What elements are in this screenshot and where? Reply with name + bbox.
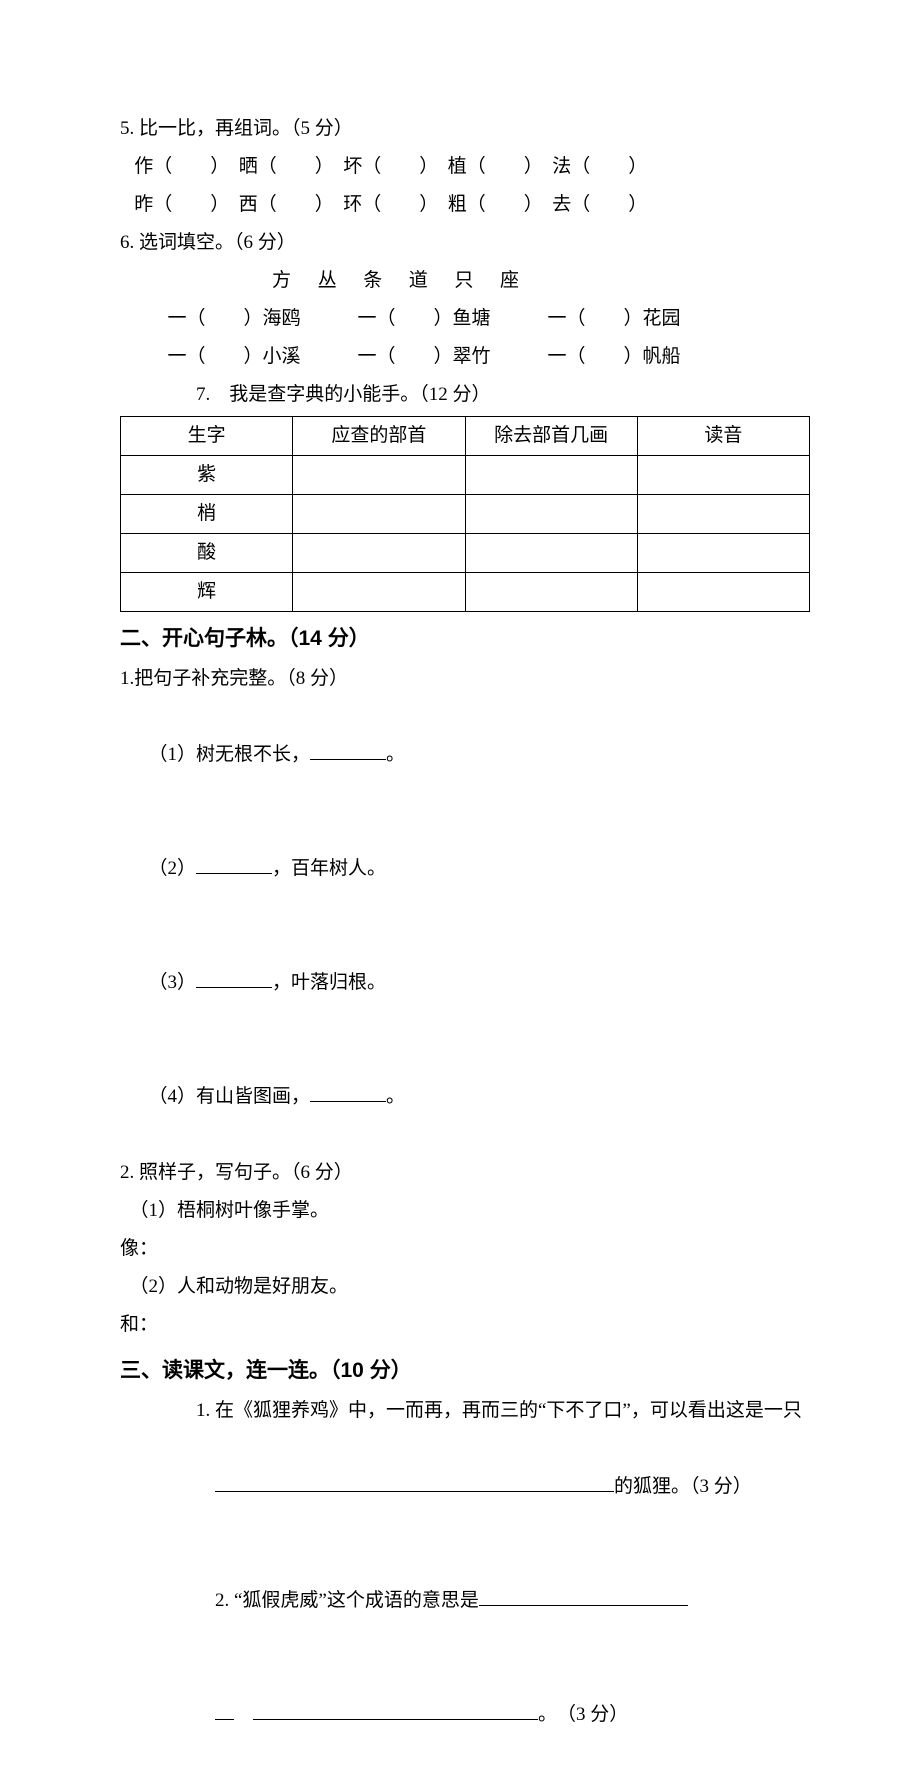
q5-title: 5. 比一比，再组词。（5 分） <box>120 110 810 148</box>
sec3-q2-b-post: 。 （3 分） <box>538 1704 628 1725</box>
cell-char: 酸 <box>121 534 293 573</box>
table-row: 酸 <box>121 534 810 573</box>
cell-blank <box>637 495 809 534</box>
sec3-q1-b: 的狐狸。（3 分） <box>120 1430 810 1544</box>
q6-wordbank: 方 丛 条 道 只 座 <box>120 262 810 300</box>
sec3-q2-a: 2. “狐假虎威”这个成语的意思是 <box>120 1544 810 1658</box>
cell-char: 梢 <box>121 495 293 534</box>
s1-pre: （1）树无根不长， <box>149 744 311 765</box>
cell-blank <box>293 534 465 573</box>
sec3-q2-a-text: 2. “狐假虎威”这个成语的意思是 <box>215 1590 479 1611</box>
th-radical: 应查的部首 <box>293 417 465 456</box>
sentence-fill-1: （1）树无根不长， 。 <box>120 698 810 812</box>
sentence-fill-3: （3） ，叶落归根。 <box>120 926 810 1040</box>
blank <box>215 1472 614 1492</box>
blank <box>196 968 272 988</box>
cell-blank <box>293 495 465 534</box>
cell-blank <box>637 534 809 573</box>
table-row: 辉 <box>121 573 810 612</box>
sec2-q2-ex1-prompt: 像： <box>120 1230 810 1268</box>
sec2-q2-title: 2. 照样子，写句子。（6 分） <box>120 1154 810 1192</box>
q7-title: 7. 我是查字典的小能手。（12 分） <box>120 376 810 414</box>
s3-pre: （3） <box>149 972 197 993</box>
cell-blank <box>465 573 637 612</box>
q5-row1: 作（ ） 晒（ ） 坏（ ） 植（ ） 法（ ） <box>120 148 810 186</box>
s1-post: 。 <box>386 744 405 765</box>
sec2-q2-ex2-prompt: 和： <box>120 1306 810 1344</box>
sentence-fill-4: （4）有山皆图画， 。 <box>120 1040 810 1154</box>
th-pinyin: 读音 <box>637 417 809 456</box>
sec2-q2-ex1: （1）梧桐树叶像手掌。 <box>120 1192 810 1230</box>
sec3-q1-b-post: 的狐狸。（3 分） <box>614 1476 752 1497</box>
sec2-q1-title: 1.把句子补充完整。（8 分） <box>120 660 810 698</box>
sec3-q1-a: 1. 在《狐狸养鸡》中，一而再，再而三的“下不了口”，可以看出这是一只 <box>120 1392 810 1430</box>
table-header-row: 生字 应查的部首 除去部首几画 读音 <box>121 417 810 456</box>
cell-blank <box>465 456 637 495</box>
s4-post: 。 <box>386 1086 405 1107</box>
blank <box>253 1700 538 1720</box>
cell-blank <box>465 534 637 573</box>
cell-blank <box>637 573 809 612</box>
section2-heading: 二、开心句子林。（14 分） <box>120 618 810 660</box>
th-char: 生字 <box>121 417 293 456</box>
worksheet-page: 5. 比一比，再组词。（5 分） 作（ ） 晒（ ） 坏（ ） 植（ ） 法（ … <box>0 0 920 1302</box>
q5-row2: 昨（ ） 西（ ） 环（ ） 粗（ ） 去（ ） <box>120 186 810 224</box>
table-row: 梢 <box>121 495 810 534</box>
dictionary-table: 生字 应查的部首 除去部首几画 读音 紫 梢 酸 <box>120 416 810 612</box>
blank <box>310 740 386 760</box>
s3-post: ，叶落归根。 <box>272 972 386 993</box>
sec3-q2-b: 。 （3 分） <box>120 1658 810 1772</box>
section3-heading: 三、读课文，连一连。（10 分） <box>120 1350 810 1392</box>
cell-blank <box>637 456 809 495</box>
blank <box>196 854 272 874</box>
s2-pre: （2） <box>149 858 197 879</box>
q6-line2: 一（ ）小溪 一（ ）翠竹 一（ ）帆船 <box>120 338 810 376</box>
blank <box>215 1700 234 1720</box>
cell-char: 辉 <box>121 573 293 612</box>
cell-blank <box>293 456 465 495</box>
cell-blank <box>465 495 637 534</box>
table-row: 紫 <box>121 456 810 495</box>
q6-title: 6. 选词填空。（6 分） <box>120 224 810 262</box>
sentence-fill-2: （2） ，百年树人。 <box>120 812 810 926</box>
s4-pre: （4）有山皆图画， <box>149 1086 311 1107</box>
blank <box>310 1082 386 1102</box>
blank <box>479 1586 688 1606</box>
cell-blank <box>293 573 465 612</box>
cell-char: 紫 <box>121 456 293 495</box>
q6-line1: 一（ ）海鸥 一（ ）鱼塘 一（ ）花园 <box>120 300 810 338</box>
s2-post: ，百年树人。 <box>272 858 386 879</box>
sec2-q2-ex2: （2）人和动物是好朋友。 <box>120 1268 810 1306</box>
th-strokes: 除去部首几画 <box>465 417 637 456</box>
